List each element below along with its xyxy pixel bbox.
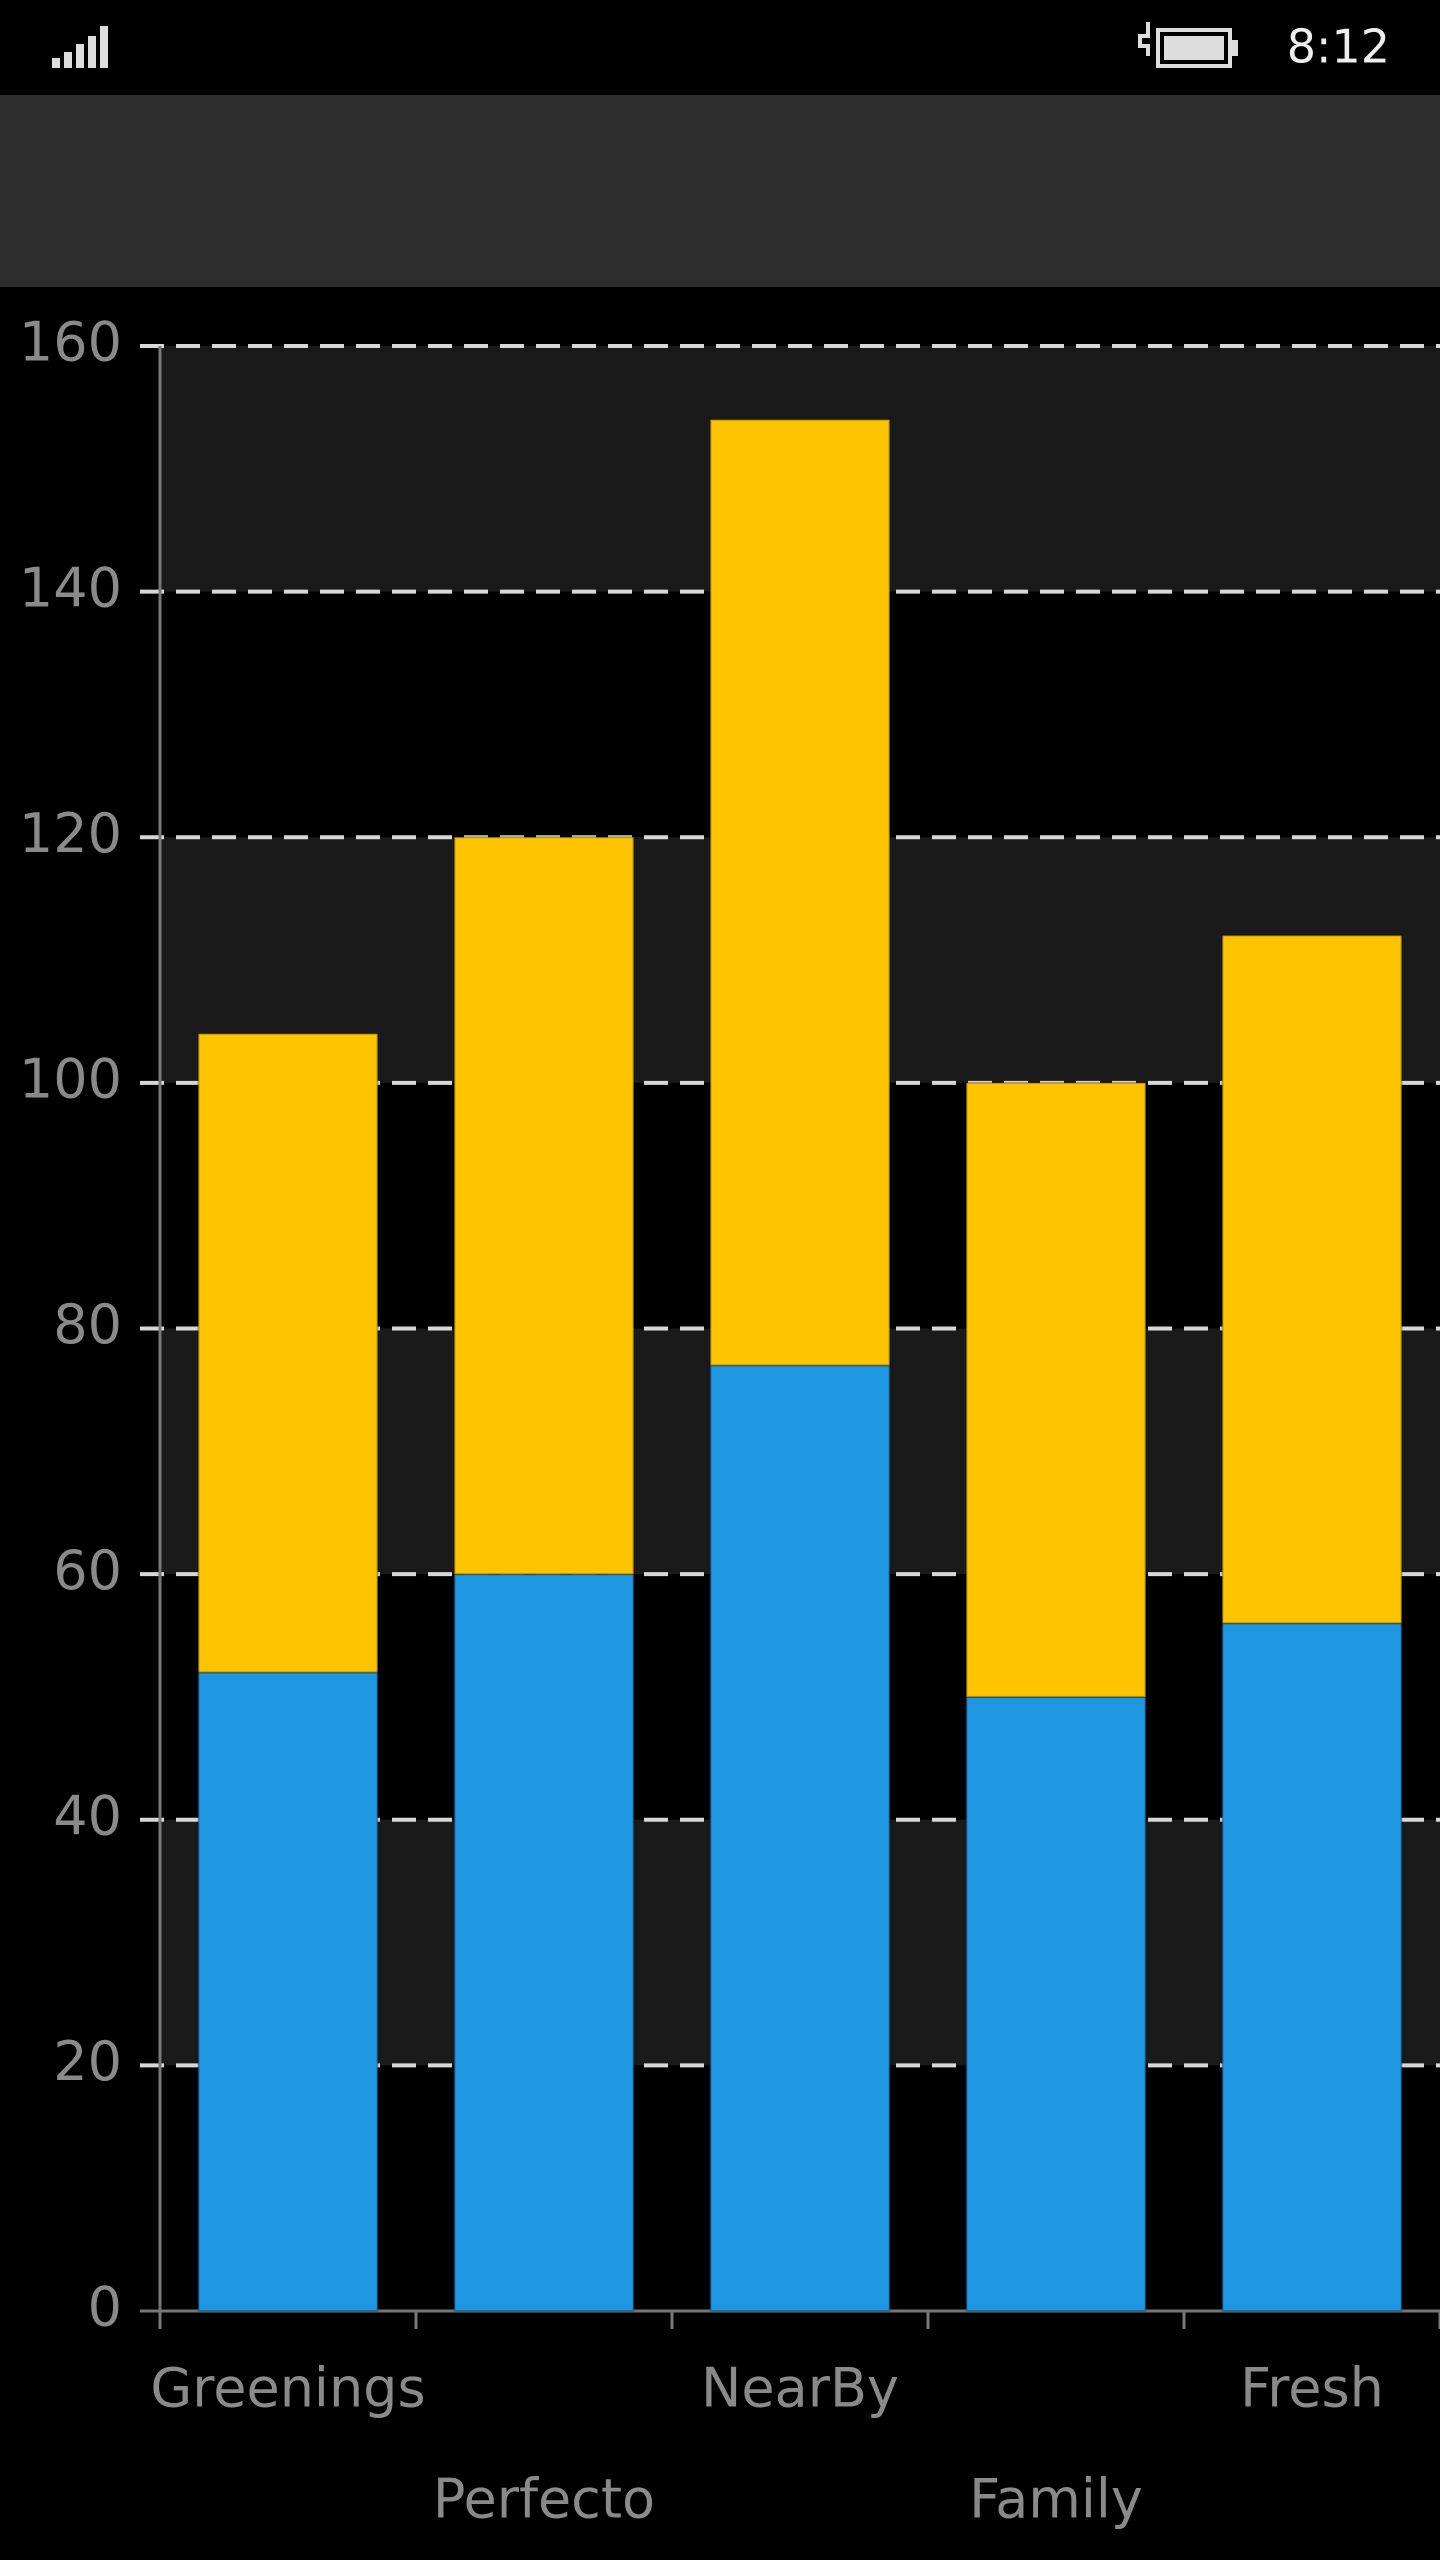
bar-segment	[197, 1671, 379, 2312]
bar-segment	[453, 1573, 635, 2312]
y-tick-label: 140	[19, 556, 122, 619]
y-tick-label: 20	[53, 2030, 122, 2093]
signal-icon	[52, 26, 108, 68]
y-tick-label: 60	[53, 1539, 122, 1602]
bar-segment	[1221, 934, 1403, 1625]
y-tick-label: 160	[19, 311, 122, 374]
bar-segment	[1221, 1622, 1403, 2312]
x-tick-label: Greenings	[150, 2357, 425, 2420]
battery-icon	[1138, 22, 1238, 68]
bar-segment	[197, 1032, 379, 1674]
y-tick-label: 40	[53, 1784, 122, 1847]
y-tick-label: 80	[53, 1293, 122, 1356]
bar-segment	[709, 418, 891, 1367]
y-tick-label: 100	[19, 1048, 122, 1111]
y-tick-label: 0	[88, 2276, 122, 2339]
y-tick-label: 120	[19, 802, 122, 865]
x-tick-label: NearBy	[701, 2357, 899, 2420]
bar-segment	[965, 1695, 1147, 2312]
x-tick-label: Perfecto	[433, 2468, 655, 2531]
x-tick-label: Fresh	[1240, 2357, 1384, 2420]
bar-segment	[709, 1364, 891, 2312]
clock: 8:12	[1287, 20, 1390, 74]
bar-segment	[965, 1081, 1147, 1698]
bar-segment	[453, 836, 635, 1576]
app-bar	[0, 95, 1440, 287]
x-tick-label: Family	[969, 2468, 1143, 2531]
